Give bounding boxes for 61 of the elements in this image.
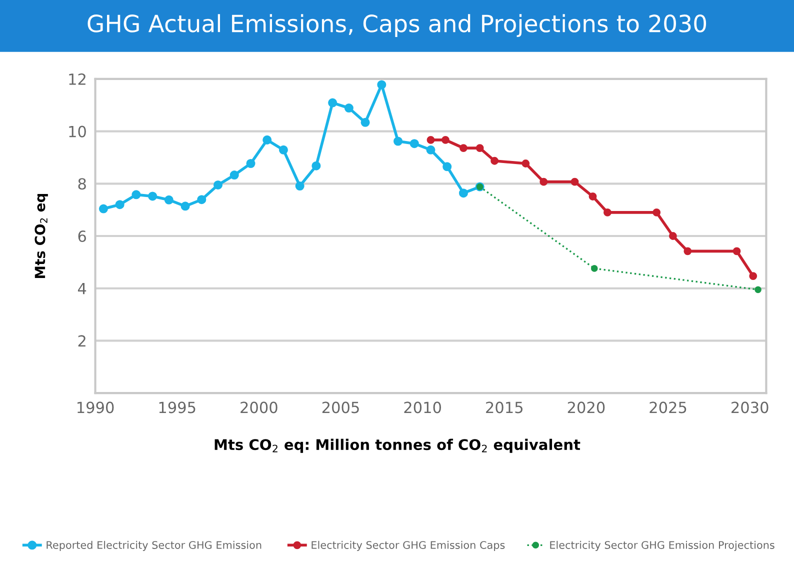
x-tick-label: 2005 [322, 402, 359, 414]
point [668, 232, 677, 240]
point [732, 247, 741, 256]
y-axis-title: Mts CO$_{2}$ eq [34, 194, 48, 278]
point [570, 178, 579, 186]
point [262, 135, 272, 144]
legend-label: Electricity Sector GHG Emission Projections [550, 540, 774, 551]
point [328, 98, 338, 108]
y-tick-label: 10 [69, 126, 86, 138]
point [197, 195, 206, 204]
point [410, 139, 419, 148]
point [540, 178, 548, 186]
x-tick-label: 2030 [732, 402, 768, 414]
point [426, 145, 436, 154]
text: Mts CO$_{2}$ eq: Million tonnes of CO$_{2}$ equivalent [214, 438, 580, 453]
point [460, 144, 468, 152]
point [278, 145, 288, 154]
point [246, 158, 256, 168]
x-tick-label: 2025 [650, 402, 686, 414]
point [295, 181, 304, 191]
x-tick-label: 1995 [159, 402, 196, 414]
point [312, 161, 321, 170]
point [749, 272, 758, 280]
point [344, 103, 354, 113]
x-tick-label: 1990 [78, 402, 114, 414]
x-tick-label: 2015 [486, 402, 522, 414]
y-tick-label: 8 [78, 178, 86, 190]
point [426, 136, 435, 144]
point [604, 208, 612, 216]
legend-label: Reported Electricity Sector GHG Emission [46, 540, 262, 551]
point [652, 208, 661, 216]
point [213, 180, 223, 190]
point [180, 202, 190, 211]
point [230, 170, 239, 180]
y-tick-label: 12 [69, 73, 86, 85]
point [590, 265, 598, 272]
point [588, 192, 597, 200]
point [442, 162, 452, 172]
y-tick-label: 6 [78, 230, 86, 242]
point [132, 190, 141, 200]
point [115, 200, 124, 210]
point [476, 144, 484, 152]
point [164, 195, 174, 204]
point [148, 192, 158, 201]
point [377, 80, 386, 90]
point [458, 188, 468, 198]
point [98, 204, 108, 214]
y-tick-label: 2 [78, 335, 86, 347]
legend-label: Electricity Sector GHG Emission Caps [312, 540, 505, 551]
x-tick-label: 2020 [568, 402, 605, 414]
point [394, 136, 403, 146]
y-tick-label: 4 [78, 283, 86, 294]
point [684, 247, 692, 256]
point [442, 136, 450, 144]
point [360, 118, 370, 127]
chart-title: GHG Actual Emissions, Caps and Projections to 2030 [88, 14, 706, 37]
point [490, 156, 499, 165]
x-tick-label: 2010 [404, 402, 441, 414]
point [754, 286, 762, 294]
point [522, 160, 530, 168]
x-tick-label: 2000 [240, 402, 278, 414]
